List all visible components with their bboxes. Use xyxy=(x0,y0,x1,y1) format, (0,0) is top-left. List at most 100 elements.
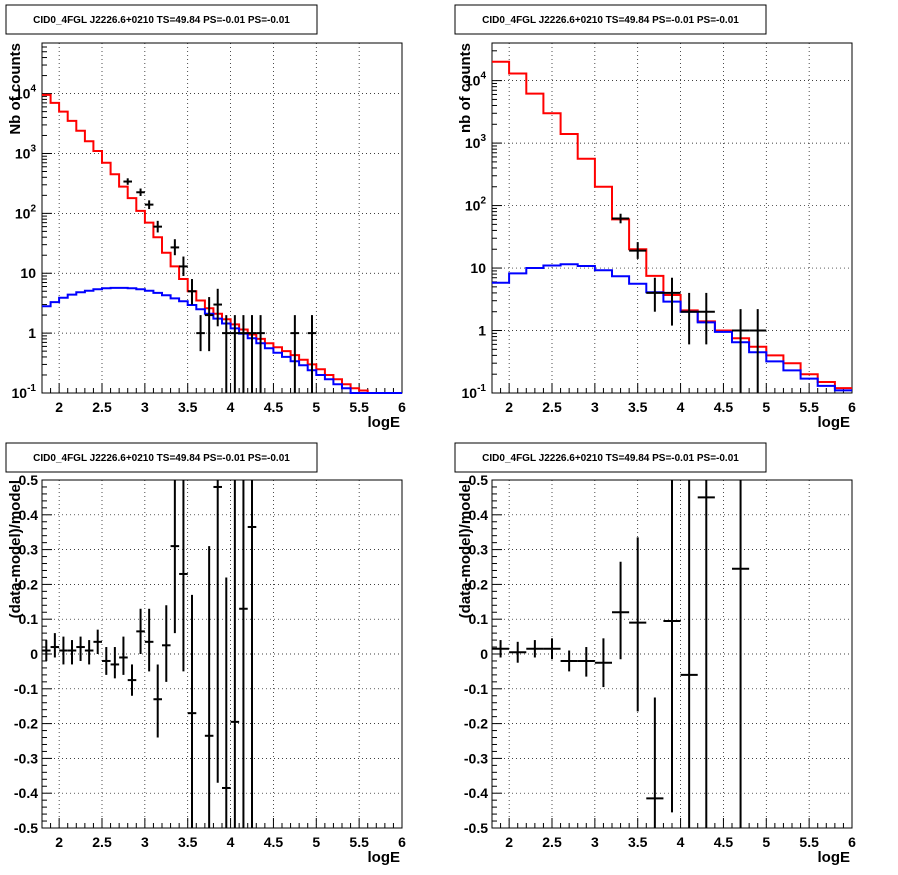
x-tick-label: 2 xyxy=(55,834,63,850)
x-tick-label: 4.5 xyxy=(714,834,734,850)
y-tick-label: 102 xyxy=(15,203,37,221)
y-tick-exponent: -1 xyxy=(27,383,36,394)
y-tick-label: 0.3 xyxy=(19,542,39,558)
y-tick-label: -0.2 xyxy=(464,716,488,732)
y-tick-exponent: 2 xyxy=(480,196,486,207)
x-axis-label: logE xyxy=(368,849,401,866)
x-tick-label: 5.5 xyxy=(799,834,819,850)
data-point xyxy=(526,640,544,658)
data-point xyxy=(697,292,715,345)
data-point xyxy=(153,664,162,738)
data-point xyxy=(239,315,248,393)
data-point xyxy=(76,636,85,661)
y-tick-exponent: 3 xyxy=(480,133,486,144)
data-point xyxy=(307,315,317,393)
data-point xyxy=(204,546,214,828)
data-point xyxy=(50,633,60,658)
y-tick-exponent: 3 xyxy=(30,143,36,154)
chart-title: CID0_4FGL J2226.6+0210 TS=49.84 PS=-0.01… xyxy=(482,15,739,26)
y-tick-label: 0.1 xyxy=(469,611,489,627)
x-tick-label: 5.5 xyxy=(799,399,819,415)
x-tick-label: 3 xyxy=(591,834,599,850)
data-point xyxy=(213,480,222,783)
data-point xyxy=(594,638,612,688)
data-point xyxy=(153,220,162,233)
chart-panel-1: 2 2.5 3 3.5 4 4.5 5 5.5 610-1110102103104CID0_4F… xyxy=(5,4,406,431)
x-tick-label: 3.5 xyxy=(628,834,648,850)
y-tick-label: 0.4 xyxy=(19,507,39,523)
data-point xyxy=(612,213,630,224)
y-tick-label: 10-1 xyxy=(462,383,487,401)
y-tick-label: 0 xyxy=(480,646,488,662)
data-point xyxy=(680,480,698,828)
data-point xyxy=(577,647,595,677)
x-tick-label: 3 xyxy=(141,834,149,850)
x-tick-label: 4.5 xyxy=(264,834,284,850)
data-point xyxy=(67,640,77,665)
y-tick-base: 10 xyxy=(15,145,31,161)
data-point xyxy=(239,480,248,828)
chart-panel-3: 2 2.5 3 3.5 4 4.5 5 5.5 6 -0.5 -0.4 -0.3 -0.2 -0.1 0 0.… xyxy=(5,442,406,866)
y-tick-exponent: -1 xyxy=(477,383,486,394)
data-point xyxy=(204,297,214,352)
y-tick-label: -0.4 xyxy=(14,785,38,801)
x-tick-label: 3 xyxy=(591,399,599,415)
data-point xyxy=(102,647,111,675)
x-tick-label: 5 xyxy=(762,399,770,415)
x-tick-label: 2.5 xyxy=(542,399,562,415)
y-tick-label: 0.5 xyxy=(19,472,39,488)
y-tick-exponent: 4 xyxy=(480,71,486,82)
y-tick-label: 103 xyxy=(15,143,37,161)
data-point xyxy=(187,594,197,828)
data-point xyxy=(543,638,561,660)
data-point xyxy=(680,292,698,345)
x-tick-label: 2 xyxy=(55,399,63,415)
x-tick-label: 6 xyxy=(398,399,406,415)
x-tick-label: 2 xyxy=(505,399,513,415)
x-axis-label: logE xyxy=(368,414,401,431)
y-tick-label: 104 xyxy=(465,71,487,89)
x-tick-label: 5 xyxy=(312,834,320,850)
chart-title: CID0_4FGL J2226.6+0210 TS=49.84 PS=-0.01… xyxy=(33,453,290,464)
data-point xyxy=(629,242,647,259)
data-point xyxy=(612,561,630,660)
y-tick-label: 10 xyxy=(470,260,486,276)
y-tick-label: 1 xyxy=(28,325,36,341)
x-tick-label: 2.5 xyxy=(542,834,562,850)
data-point xyxy=(127,664,137,696)
y-tick-label: -0.1 xyxy=(14,681,38,697)
y-tick-base: 10 xyxy=(465,198,481,214)
x-tick-label: 6 xyxy=(848,834,856,850)
chart-panel-2: 2 2.5 3 3.5 4 4.5 5 5.5 610-1110102103104CID0_4F… xyxy=(454,4,856,431)
y-tick-label: -0.3 xyxy=(14,750,38,766)
x-tick-label: 4 xyxy=(677,399,685,415)
y-tick-base: 10 xyxy=(462,385,478,401)
y-tick-label: -0.1 xyxy=(464,681,488,697)
data-point xyxy=(732,309,750,393)
y-tick-base: 10 xyxy=(15,86,31,102)
x-tick-label: 4 xyxy=(677,834,685,850)
chart-title: CID0_4FGL J2226.6+0210 TS=49.84 PS=-0.01… xyxy=(482,453,739,464)
y-tick-label: -0.5 xyxy=(14,820,38,836)
data-point xyxy=(749,309,767,393)
data-point xyxy=(42,640,51,661)
y-tick-label: 0 xyxy=(30,646,38,662)
data-point xyxy=(256,315,265,393)
x-tick-label: 3.5 xyxy=(628,399,648,415)
plot-frame xyxy=(491,42,853,394)
data-point xyxy=(187,279,197,305)
y-tick-label: -0.2 xyxy=(14,716,38,732)
data-point xyxy=(290,315,300,393)
data-point xyxy=(110,647,120,679)
data-point xyxy=(136,188,145,196)
title-box xyxy=(454,4,767,35)
data-point xyxy=(663,480,681,813)
data-point xyxy=(179,480,188,672)
x-tick-label: 4.5 xyxy=(714,399,734,415)
y-tick-label: 0.2 xyxy=(19,576,39,592)
data-point xyxy=(123,178,132,185)
data-point xyxy=(144,200,154,210)
data-point xyxy=(144,608,154,672)
x-tick-label: 5 xyxy=(312,399,320,415)
